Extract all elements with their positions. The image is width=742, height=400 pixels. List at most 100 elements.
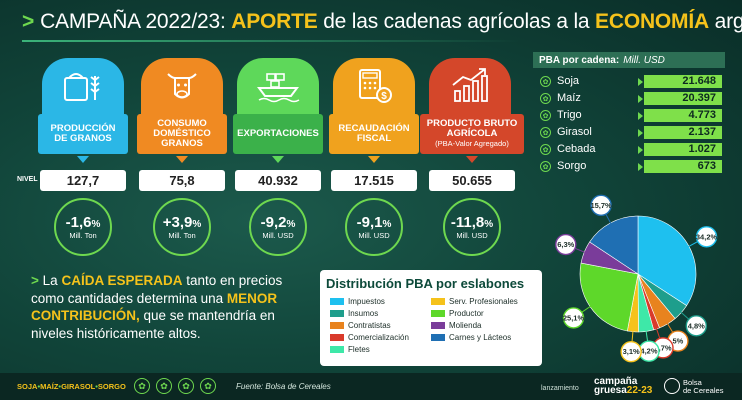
pba-row-girasol: ✿ Girasol 2.137 [540, 126, 722, 140]
campaign-logo: campaña gruesa22-23 [594, 376, 653, 396]
pba-row-maiz: ✿ Maíz 20.397 [540, 92, 722, 106]
legend-label: Insumos [348, 308, 379, 318]
legend-item: Productor [431, 308, 484, 318]
legend-swatch [330, 321, 344, 329]
factory-growth-icon [452, 68, 488, 102]
pie-leader-line [655, 326, 661, 340]
indicator-recaudacion-icon-box: $ [333, 58, 415, 114]
pie-data-label: 4,8% [688, 321, 705, 330]
indicator-pba-icon-box [429, 58, 511, 114]
legend-label: Molienda [449, 320, 482, 330]
cow-icon [167, 73, 197, 99]
title-prefix: CAMPAÑA 2022/23: [40, 10, 226, 33]
sunflower-footer-icon: ✿ [178, 378, 194, 394]
pie-leader-line [686, 240, 699, 248]
title-mid: de las cadenas agrícolas a la [323, 10, 590, 33]
indicator-exportaciones-change: -9,2% Mill. USD [249, 198, 307, 256]
title-underline [22, 40, 520, 42]
legend-label: Impuestos [348, 296, 385, 306]
pie-label-badge [590, 194, 612, 216]
sunflower-icon: ✿ [540, 127, 551, 138]
indicator-exportaciones-value: 40.932 [235, 170, 321, 191]
chevron-right-icon: > [22, 10, 35, 33]
indicator-produccion-pointer [77, 156, 89, 163]
pie-leader-line [604, 212, 612, 225]
source-text: Fuente: Bolsa de Cereales [236, 382, 331, 391]
pie-label-badge [562, 307, 585, 329]
distribution-title: Distribución PBA por eslabones [326, 276, 525, 291]
pie-leader-line [645, 329, 649, 343]
indicator-recaudacion-pointer [368, 156, 380, 163]
pie-data-label: 4,2% [640, 347, 657, 356]
pba-row-cebada: ✿ Cebada 1.027 [540, 143, 722, 157]
sorghum-footer-icon: ✿ [200, 378, 216, 394]
soy-icon: ✿ [540, 76, 551, 87]
legend-label: Fletes [348, 344, 370, 354]
soy-footer-icon: ✿ [134, 378, 150, 394]
legend-item: Impuestos [330, 296, 385, 306]
pie-data-label: 34,2% [696, 232, 718, 241]
legend-swatch [431, 321, 445, 329]
cargo-ship-icon [257, 73, 300, 103]
pie-leader-line [573, 247, 587, 254]
legend-item: Contratistas [330, 320, 391, 330]
indicator-consumo-change: +3,9% Mill. Ton [153, 198, 211, 256]
legend-label: Serv. Profesionales [449, 296, 518, 306]
pie-data-label: 1,7% [654, 343, 671, 352]
pie-label-badge [695, 226, 718, 248]
calculator-coin-icon: $ [359, 69, 392, 103]
indicator-consumo-label: CONSUMO DOMÉSTICO GRANOS [137, 114, 227, 154]
footer-crops: SOJA•MAÍZ•GIRASOL•SORGO [17, 382, 126, 391]
pie-label-badge [685, 315, 708, 337]
indicator-pba-value: 50.655 [429, 170, 515, 191]
pie-data-label: 3,1% [623, 347, 640, 356]
indicator-consumo-icon-box [141, 58, 223, 114]
bolsa-logo-text: Bolsa de Cereales [683, 378, 724, 395]
indicator-exportaciones-label: EXPORTACIONES [233, 114, 323, 154]
legend-item: Insumos [330, 308, 378, 318]
indicator-consumo-pointer [176, 156, 188, 163]
legend-swatch [330, 333, 344, 341]
barley-icon: ✿ [540, 144, 551, 155]
indicator-pba-label: PRODUCTO BRUTO AGRÍCOLA (PBA-Valor Agregad… [420, 114, 524, 154]
legend-item: Molienda [431, 320, 481, 330]
distribution-pie-chart: 34,2% 4,8% 5% 1,7% 4,2% 3,1% 25,1% 6,3% 15,7% [528, 186, 742, 364]
indicator-consumo-value: 75,8 [139, 170, 225, 191]
legend-label: Carnes y Lácteos [449, 332, 512, 342]
grain-bag-icon [64, 73, 100, 101]
page-title: > CAMPAÑA 2022/23: APORTE de las cadenas … [22, 10, 742, 34]
pie-data-label: 25,1% [563, 313, 585, 322]
legend-swatch [330, 345, 344, 353]
corn-icon: ✿ [540, 93, 551, 104]
legend-swatch [431, 309, 445, 317]
legend-label: Contratistas [348, 320, 391, 330]
pba-row-sorgo: ✿ Sorgo 673 [540, 160, 722, 174]
indicator-produccion-icon-box [42, 58, 124, 114]
indicator-pba-pointer [466, 156, 478, 163]
indicator-produccion-change: -1,6% Mill. Ton [54, 198, 112, 256]
pie-leader-line [580, 305, 592, 314]
legend-label: Comercialización [348, 332, 409, 342]
legend-swatch [330, 297, 344, 305]
wheat-icon: ✿ [540, 110, 551, 121]
legend-label: Productor [449, 308, 484, 318]
distribution-legend-box [320, 270, 542, 366]
indicator-recaudacion-change: -9,1% Mill. USD [345, 198, 403, 256]
indicator-recaudacion-label: RECAUDACIÓN FISCAL [329, 114, 419, 154]
title-highlight-aporte: APORTE [231, 10, 318, 33]
legend-item: Comercialización [330, 332, 409, 342]
pba-row-soja: ✿ Soja 21.648 [540, 75, 722, 89]
indicator-pba-change: -11,8% Mill. USD [443, 198, 501, 256]
pie-data-label: 5% [672, 337, 683, 346]
nivel-label: NIVEL [17, 176, 38, 183]
legend-swatch [431, 333, 445, 341]
title-suffix: argentina [714, 10, 742, 33]
corn-footer-icon: ✿ [156, 378, 172, 394]
pie-data-label: 15,7% [590, 201, 612, 210]
pie-label-badge [620, 340, 642, 363]
pie-svg: 34,2% 4,8% 5%1,7%4,2%3,1% 25,1% 6,3% 15,7% [555, 194, 718, 363]
pie-label-badge [555, 233, 577, 256]
pba-cadena-title: PBA por cadena: Mill. USD [533, 52, 725, 68]
indicator-recaudacion-value: 17.515 [331, 170, 417, 191]
